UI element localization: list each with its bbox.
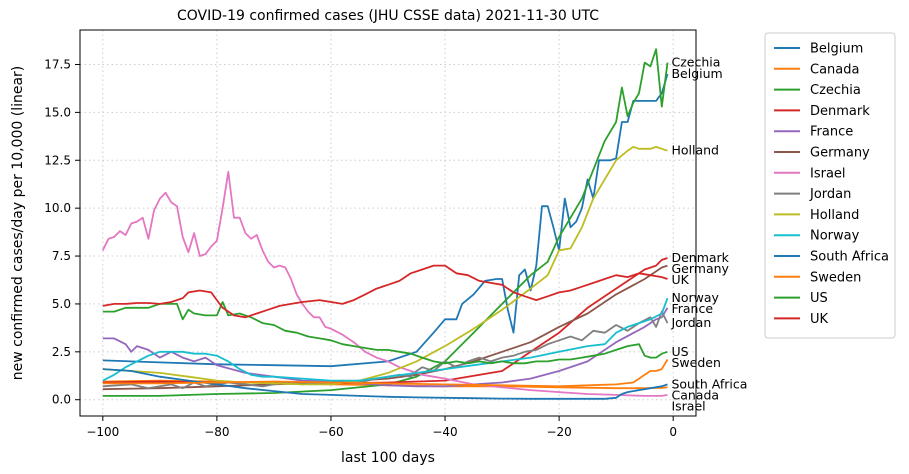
x-axis-label: last 100 days xyxy=(341,450,435,466)
end-label-denmark: Denmark xyxy=(671,250,729,265)
y-tick-label: 10.0 xyxy=(44,201,71,215)
chart-title: COVID-19 confirmed cases (JHU CSSE data)… xyxy=(177,8,599,24)
legend-label: Jordan xyxy=(809,187,851,202)
legend-label: Denmark xyxy=(810,104,870,119)
series-line-norway xyxy=(102,297,669,382)
legend-label: Canada xyxy=(810,62,859,77)
series-line-us xyxy=(102,301,668,365)
y-tick-label: 5.0 xyxy=(52,297,71,311)
legend-label: US xyxy=(810,291,828,306)
series-line-israel xyxy=(101,170,668,397)
legend-label: Norway xyxy=(810,229,860,244)
end-label-south-africa: South Africa xyxy=(671,376,747,391)
y-tick-label: 2.5 xyxy=(52,345,71,359)
end-label-uk: UK xyxy=(671,272,689,287)
series-line-denmark xyxy=(102,257,668,385)
y-axis-label: new confirmed cases/day per 10,000 (line… xyxy=(10,66,26,381)
end-label-jordan: Jordan xyxy=(670,315,711,330)
end-label-czechia: Czechia xyxy=(671,55,720,70)
series-line-germany xyxy=(102,264,668,391)
y-tick-label: 15.0 xyxy=(44,105,71,119)
end-label-holland: Holland xyxy=(671,143,719,158)
series-line-belgium xyxy=(102,73,669,368)
legend-frame xyxy=(764,32,896,339)
y-tick-label: 0.0 xyxy=(52,393,71,407)
legend-label: UK xyxy=(810,312,829,327)
end-label-norway: Norway xyxy=(671,290,719,305)
legend: Belgium Canada Czechia Denmark France Germany… xyxy=(764,32,896,339)
end-label-belgium: Belgium xyxy=(671,66,722,81)
legend-label: Germany xyxy=(810,146,870,161)
plot-frame xyxy=(79,29,697,417)
end-label-france: France xyxy=(671,301,713,316)
end-label-canada: Canada xyxy=(671,387,719,402)
series-lines xyxy=(101,48,669,400)
legend-label: Israel xyxy=(810,166,846,181)
series-line-holland xyxy=(102,146,668,386)
grid xyxy=(80,30,696,416)
y-tick-label: 7.5 xyxy=(52,249,71,263)
x-tick-label: −20 xyxy=(546,425,571,439)
series-line-france xyxy=(102,307,669,388)
y-axis: 0.0 2.5 5.0 7.5 10.0 12.5 15.0 17.5 xyxy=(44,57,80,407)
x-tick-label: −60 xyxy=(318,425,343,439)
legend-label: Czechia xyxy=(810,83,861,98)
legend-label: Holland xyxy=(810,208,859,223)
legend-label: France xyxy=(810,125,853,140)
legend-label: Belgium xyxy=(810,42,863,57)
legend-label: Sweden xyxy=(810,270,861,285)
end-label-israel: Israel xyxy=(671,398,705,413)
series-line-czechia xyxy=(102,48,669,397)
y-tick-label: 17.5 xyxy=(44,57,71,71)
x-axis: −100 −80 −60 −40 −20 0 xyxy=(86,416,677,439)
end-label-us: US xyxy=(671,344,688,359)
x-tick-label: −100 xyxy=(86,425,119,439)
x-tick-label: −40 xyxy=(432,425,457,439)
series-line-south-africa xyxy=(102,368,668,400)
series-line-sweden xyxy=(102,359,669,388)
end-label-sweden: Sweden xyxy=(671,355,720,370)
x-tick-label: −80 xyxy=(204,425,229,439)
legend-label: South Africa xyxy=(810,250,889,265)
series-line-uk xyxy=(102,264,668,319)
y-tick-label: 12.5 xyxy=(44,153,71,167)
end-label-germany: Germany xyxy=(671,261,729,276)
x-tick-label: 0 xyxy=(669,425,677,439)
